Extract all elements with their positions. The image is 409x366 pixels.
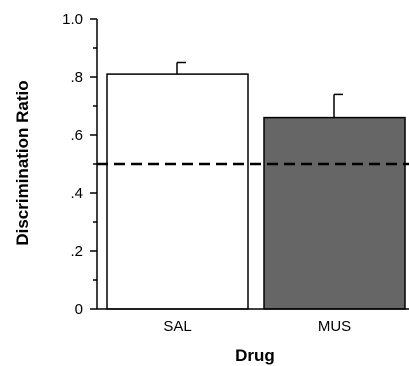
error-bars	[176, 61, 343, 118]
bars	[106, 73, 406, 310]
x-tick-label: MUS	[318, 318, 351, 335]
y-tick-label: .2	[70, 243, 83, 260]
bar-mus	[263, 116, 406, 310]
x-tick-label: SAL	[163, 318, 191, 335]
bar-sal	[106, 73, 249, 310]
x-axis-title: Drug	[235, 346, 275, 365]
y-tick-label: .4	[70, 185, 83, 202]
y-tick-label: 1.0	[62, 11, 83, 28]
y-tick-label: .8	[70, 69, 83, 86]
y-axis-title: Discrimination Ratio	[13, 80, 32, 245]
y-axis-ticks: 0 .2 .4 .6 .8 1.0	[62, 11, 97, 318]
y-tick-label: 0	[75, 301, 83, 318]
x-axis-tick-labels: SAL MUS	[163, 318, 351, 335]
y-tick-label: .6	[70, 127, 83, 144]
